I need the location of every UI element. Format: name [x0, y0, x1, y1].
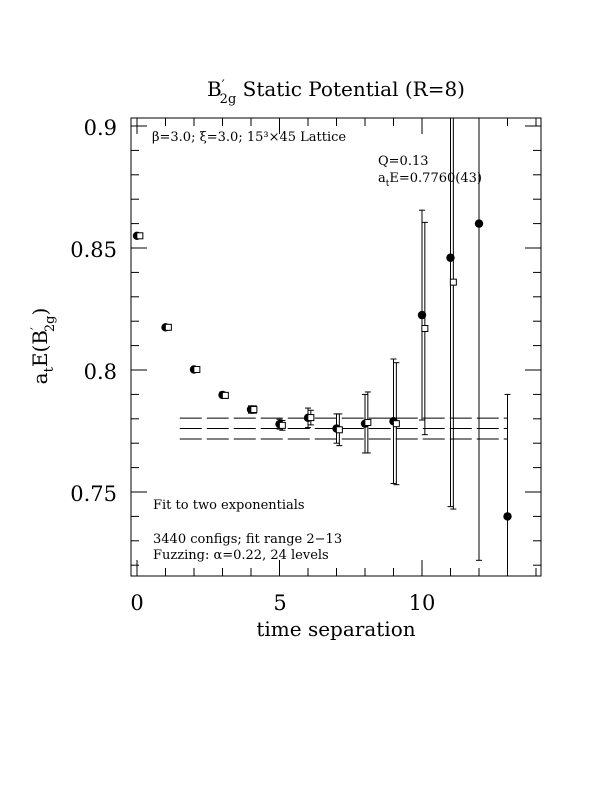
- x-tick-label: 0: [130, 591, 143, 615]
- x-axis-label: time separation: [256, 617, 415, 641]
- data-point-square: [136, 232, 144, 240]
- y-axis-label: atE(B′2g): [28, 308, 58, 385]
- data-point-square: [221, 391, 229, 399]
- data-point-circle: [446, 253, 455, 262]
- configs-annotation: 3440 configs; fit range 2−13: [153, 532, 342, 547]
- lattice-annotation: β=3.0; ξ=3.0; 15³×45 Lattice: [152, 130, 346, 145]
- title-prime: ′: [222, 78, 225, 93]
- data-point-circle: [503, 512, 512, 521]
- data-point-circle: [417, 310, 427, 320]
- fit-method-annotation: Fit to two exponentials: [153, 498, 305, 513]
- ylabel-E: E(B: [28, 330, 52, 367]
- data-point-square: [278, 421, 286, 429]
- x-tick-label: 10: [409, 591, 436, 615]
- data-point-square: [364, 418, 372, 426]
- ylabel-sub: 2g: [43, 315, 58, 332]
- data-point-square: [164, 323, 172, 331]
- fit-band: [179, 417, 508, 440]
- data-point-circle: [474, 219, 484, 228]
- x-tick-label: 5: [273, 591, 286, 615]
- q-annotation: Q=0.13: [378, 154, 429, 169]
- data-point-square: [193, 366, 201, 374]
- data-point-square: [449, 278, 457, 286]
- ylabel-prime: ′: [29, 327, 44, 330]
- fit-value-t: t: [386, 179, 390, 189]
- y-tick-label: 0.75: [70, 482, 117, 506]
- data-point-square: [307, 414, 315, 422]
- y-tick-label: 0.85: [70, 238, 117, 262]
- data-point-square: [392, 420, 400, 428]
- ylabel-close: ): [28, 308, 52, 316]
- fit-value-annotation: atE=0.7760(43): [378, 171, 482, 189]
- title-sub: 2g: [220, 92, 237, 107]
- ylabel-t: t: [42, 366, 57, 372]
- y-tick-label: 0.8: [84, 360, 117, 384]
- title-rest: Static Potential (R=8): [236, 77, 465, 101]
- ylabel-a: a: [28, 372, 52, 384]
- fuzzing-annotation: Fuzzing: α=0.22, 24 levels: [153, 548, 329, 563]
- data-point-square: [250, 406, 258, 414]
- data-markers: [132, 219, 512, 521]
- y-tick-label: 0.9: [84, 116, 117, 140]
- axis-ticks: [131, 118, 541, 576]
- fit-value-rest: E=0.7760(43): [389, 171, 482, 186]
- fit-value-a: a: [378, 171, 386, 186]
- chart-title: B′ 2g Static Potential (R=8): [207, 77, 465, 107]
- data-point-square: [335, 426, 343, 434]
- data-point-square: [421, 325, 429, 333]
- title-main: B: [207, 77, 222, 101]
